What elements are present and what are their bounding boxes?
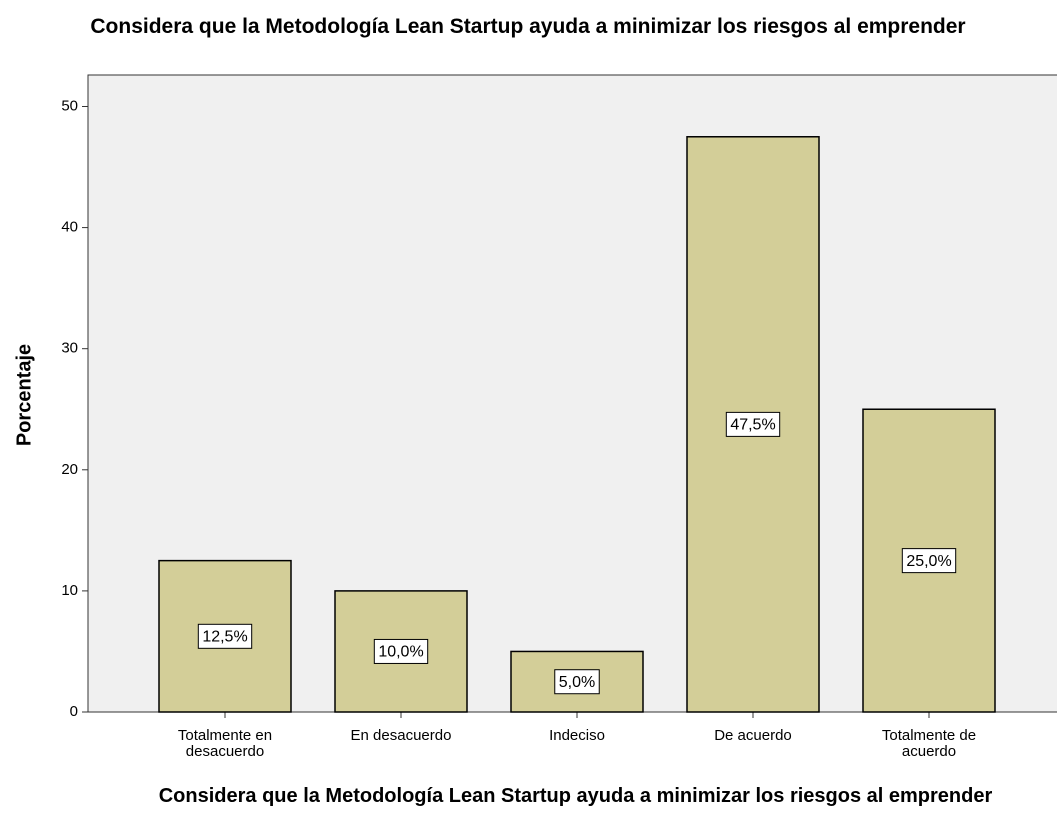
value-label: 25,0% bbox=[906, 553, 951, 570]
x-axis-title: Considera que la Metodología Lean Startu… bbox=[158, 785, 993, 807]
value-label-box bbox=[373, 638, 429, 664]
x-tick-label: En desacuerdo bbox=[350, 727, 452, 744]
y-tick-label: 40 bbox=[61, 219, 78, 236]
value-label: 5,0% bbox=[559, 674, 595, 691]
y-tick-label: 30 bbox=[61, 340, 78, 357]
bar bbox=[510, 650, 644, 713]
value-label: 12,5% bbox=[202, 629, 247, 646]
y-axis-title: Porcentaje bbox=[13, 344, 35, 446]
value-label-box bbox=[197, 623, 253, 649]
x-tick-label: Totalmente en desacuerdo bbox=[177, 727, 273, 760]
value-label: 47,5% bbox=[730, 417, 775, 434]
value-label-box bbox=[901, 548, 957, 574]
x-tick-label: Totalmente de acuerdo bbox=[881, 727, 977, 760]
y-tick-label: 0 bbox=[70, 703, 78, 720]
y-tick-label: 20 bbox=[61, 461, 78, 478]
x-tick-label: De acuerdo bbox=[714, 727, 792, 744]
value-label-box bbox=[554, 669, 600, 695]
x-tick-label: Indeciso bbox=[549, 727, 605, 744]
bar bbox=[334, 590, 468, 713]
value-label-box bbox=[725, 411, 781, 437]
y-tick-label: 50 bbox=[61, 97, 78, 114]
value-label: 10,0% bbox=[378, 644, 423, 661]
y-tick-label: 10 bbox=[61, 582, 78, 599]
chart-title: Considera que la Metodología Lean Startu… bbox=[90, 15, 966, 38]
